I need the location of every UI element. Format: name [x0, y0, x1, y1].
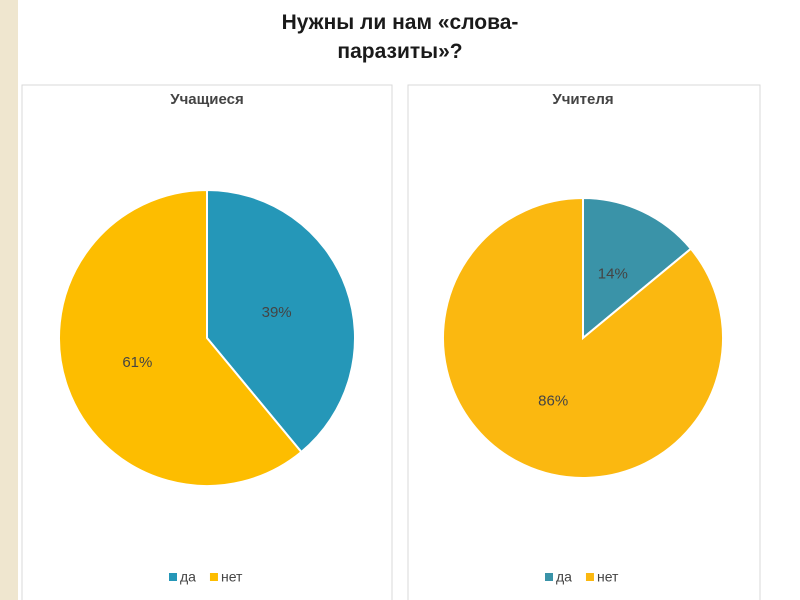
pie-slice [582, 196, 693, 341]
legend-label: нет [221, 569, 243, 585]
data-label: 61% [122, 354, 152, 371]
legend-label: да [180, 569, 196, 585]
legend-swatch [209, 573, 218, 581]
data-label: 39% [262, 304, 292, 321]
pie-slice [206, 188, 356, 454]
data-label: 86% [538, 392, 568, 409]
pie-slice [442, 196, 724, 479]
chart-title: Учителя [552, 91, 613, 108]
legend-label: да [556, 569, 572, 585]
legend-label: нет [597, 569, 619, 585]
chart-title: Учащиеся [170, 91, 244, 108]
data-label: 14% [598, 266, 628, 283]
slide-title: Нужны ли нам «слова-паразиты»? [281, 11, 519, 63]
decoration [0, 0, 18, 600]
legend-swatch [169, 573, 177, 581]
pie-slice [58, 188, 303, 487]
legend-swatch [545, 573, 553, 581]
legend-swatch [585, 573, 594, 581]
